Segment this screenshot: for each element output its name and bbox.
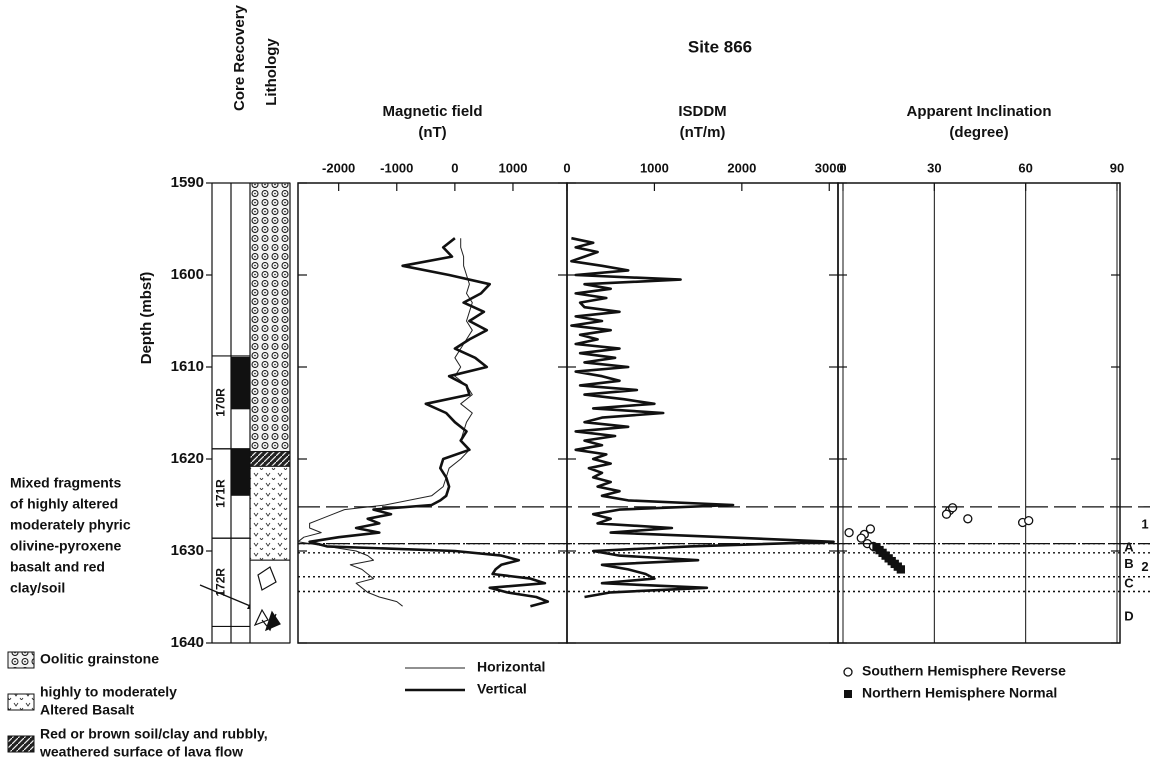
chart-title: (degree) bbox=[949, 124, 1008, 141]
legend-label: Horizontal bbox=[477, 659, 545, 675]
x-tick-label: 0 bbox=[563, 160, 570, 175]
core-label: 170R bbox=[214, 388, 228, 417]
zone-label: C bbox=[1124, 576, 1134, 591]
series-line bbox=[310, 238, 548, 606]
legend-label: Vertical bbox=[477, 681, 527, 697]
panel-frame bbox=[838, 183, 1120, 643]
legend-label: Northern Hemisphere Normal bbox=[862, 685, 1057, 701]
core-header: Core Recovery bbox=[231, 4, 248, 111]
chart-title: Apparent Inclination bbox=[906, 103, 1051, 120]
depth-tick-label: 1590 bbox=[171, 174, 204, 191]
annotation-line: of highly altered bbox=[10, 496, 118, 512]
lithology-legend-label: Red or brown soil/clay and rubbly, bbox=[40, 726, 268, 742]
core-recovered bbox=[231, 449, 250, 496]
lithology-legend-swatch bbox=[8, 694, 34, 710]
zone-label: 2 bbox=[1141, 559, 1148, 574]
lithology-legend-swatch bbox=[8, 652, 34, 668]
chart-title: ISDDM bbox=[678, 103, 726, 120]
chart-title: (nT/m) bbox=[680, 124, 726, 141]
annotation-arrow bbox=[200, 585, 258, 609]
point bbox=[1025, 517, 1033, 525]
x-tick-label: -1000 bbox=[380, 160, 413, 175]
lithology-legend-label: Altered Basalt bbox=[40, 702, 134, 718]
x-tick-label: 1000 bbox=[640, 160, 669, 175]
depth-tick-label: 1630 bbox=[171, 542, 204, 559]
point bbox=[897, 566, 904, 573]
chart-title: Magnetic field bbox=[382, 103, 482, 120]
legend-swatch bbox=[844, 668, 852, 676]
point bbox=[943, 510, 951, 518]
x-tick-label: 90 bbox=[1110, 160, 1124, 175]
annotation-line: olivine-pyroxene bbox=[10, 538, 121, 554]
x-tick-label: 30 bbox=[927, 160, 941, 175]
zone-label: 1 bbox=[1141, 517, 1148, 532]
x-tick-label: -2000 bbox=[322, 160, 355, 175]
core-label: 171R bbox=[214, 479, 228, 508]
depth-tick-label: 1640 bbox=[171, 634, 204, 651]
annotation-line: moderately phyric bbox=[10, 517, 131, 533]
x-tick-label: 2000 bbox=[727, 160, 756, 175]
panel-frame bbox=[298, 183, 567, 643]
lithology-unit bbox=[250, 183, 290, 452]
annotation-line: clay/soil bbox=[10, 580, 65, 596]
lithology-unit bbox=[250, 452, 290, 467]
legend-label: Southern Hemisphere Reverse bbox=[862, 663, 1066, 679]
chart-title: (nT) bbox=[418, 124, 446, 141]
figure-title: Site 866 bbox=[688, 37, 752, 56]
core-label: 172R bbox=[214, 568, 228, 597]
x-tick-label: 0 bbox=[451, 160, 458, 175]
lithology-legend-label: Oolitic grainstone bbox=[40, 651, 159, 667]
depth-axis-label: Depth (mbsf) bbox=[138, 272, 155, 365]
point bbox=[866, 525, 874, 533]
zone-label: B bbox=[1124, 556, 1133, 571]
figure: Site 866 Core Recovery Lithology Depth (… bbox=[0, 0, 1155, 773]
lithology-unit bbox=[250, 466, 290, 560]
depth-tick-label: 1620 bbox=[171, 450, 204, 467]
legend-swatch bbox=[845, 691, 852, 698]
core-recovered bbox=[231, 357, 250, 409]
lithology-legend-label: weathered surface of lava flow bbox=[39, 744, 243, 760]
annotation-line: Mixed fragments bbox=[10, 475, 121, 491]
lithology-header: Lithology bbox=[263, 38, 280, 106]
lithology-legend-label: highly to moderately bbox=[40, 684, 177, 700]
panel-frame bbox=[567, 183, 838, 643]
x-tick-label: 60 bbox=[1018, 160, 1032, 175]
point bbox=[949, 504, 957, 512]
point bbox=[964, 515, 972, 523]
depth-tick-label: 1610 bbox=[171, 358, 204, 375]
lithology-legend-swatch bbox=[8, 736, 34, 752]
zone-label: D bbox=[1124, 609, 1133, 624]
x-tick-label: 0 bbox=[839, 160, 846, 175]
annotation-line: basalt and red bbox=[10, 559, 105, 575]
point bbox=[845, 529, 853, 537]
x-tick-label: 1000 bbox=[499, 160, 528, 175]
depth-tick-label: 1600 bbox=[171, 266, 204, 283]
